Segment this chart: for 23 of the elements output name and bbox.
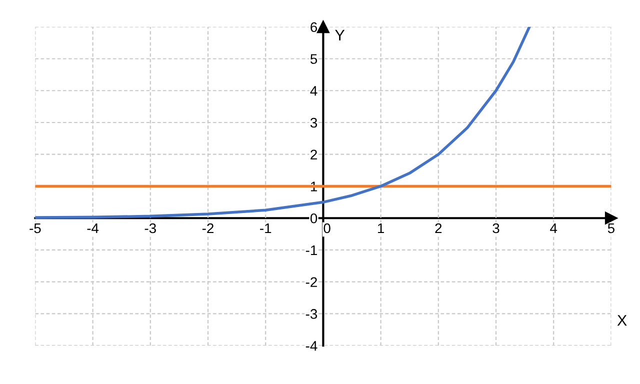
x-tick-label: 3	[492, 223, 500, 234]
x-tick-label: 1	[378, 223, 384, 234]
y-tick-label: 2	[310, 150, 317, 160]
y-tick-label: -1	[306, 245, 317, 256]
x-tick-label: -4	[87, 223, 99, 234]
y-tick-label: 4	[310, 86, 318, 96]
y-tick-label: 3	[310, 118, 318, 128]
x-tick-label: 4	[550, 223, 558, 234]
x-tick-label: -3	[144, 223, 156, 234]
y-tick-label: 0	[310, 213, 318, 224]
x-tick-label: 2	[435, 223, 442, 234]
x-tick-label: 0	[324, 223, 330, 234]
y-tick-label: -4	[306, 341, 318, 351]
y-tick-label: -3	[306, 309, 318, 319]
x-tick-label: -1	[260, 223, 272, 234]
y-tick-label: 6	[310, 22, 318, 32]
x-axis-title: X	[617, 315, 627, 326]
x-tick-label: 5	[608, 223, 614, 234]
y-tick-label: 5	[310, 54, 318, 64]
x-tick-label: -5	[30, 223, 41, 234]
y-tick-label: -2	[306, 277, 317, 287]
y-axis-title: Y	[335, 30, 345, 40]
x-tick-label: -2	[202, 223, 214, 234]
